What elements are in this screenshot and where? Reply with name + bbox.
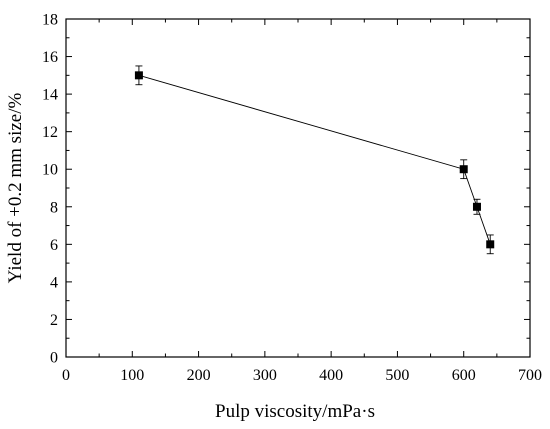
x-tick-label: 600	[452, 367, 476, 384]
y-tick-label: 2	[50, 312, 58, 329]
data-point	[472, 202, 481, 211]
x-axis-title: Pulp viscosity/mPa·s	[215, 401, 375, 422]
data-point	[459, 165, 468, 174]
x-tick-label: 500	[385, 367, 409, 384]
y-axis-title: Yield of +0.2 mm size/%	[5, 93, 26, 284]
y-tick-label: 4	[50, 274, 58, 291]
x-tick-label: 700	[518, 367, 542, 384]
y-tick-label: 6	[50, 237, 58, 254]
x-tick-label: 300	[253, 367, 277, 384]
y-tick-label: 14	[42, 87, 58, 104]
y-tick-label: 8	[50, 199, 58, 216]
plot-frame	[65, 18, 531, 358]
series-line	[138, 74, 491, 245]
x-tick-label: 200	[187, 367, 211, 384]
x-tick-label: 100	[120, 367, 144, 384]
x-tick-label: 0	[62, 367, 70, 384]
y-tick-label: 18	[42, 12, 58, 29]
data-point	[486, 240, 495, 249]
y-tick-label: 0	[50, 350, 58, 367]
y-tick-label: 10	[42, 162, 58, 179]
y-tick-label: 16	[42, 49, 58, 66]
x-tick-label: 400	[319, 367, 343, 384]
data-point	[134, 71, 143, 80]
y-tick-label: 12	[42, 124, 58, 141]
